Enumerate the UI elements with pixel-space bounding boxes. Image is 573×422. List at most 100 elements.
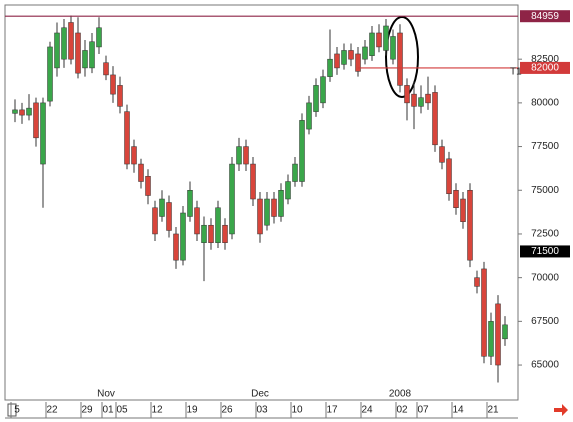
candle-body — [215, 207, 221, 243]
candle-body — [383, 25, 389, 51]
candle-body — [376, 32, 382, 48]
candle-body — [439, 146, 445, 163]
x-tick-label: 29 — [81, 405, 93, 416]
candle-body — [250, 163, 256, 200]
last-price-label: 71500 — [531, 246, 559, 257]
candle-body — [355, 53, 361, 72]
candle-body — [334, 53, 340, 69]
candle-body — [397, 32, 403, 86]
scroll-arrow[interactable] — [554, 404, 568, 416]
candle-body — [278, 190, 284, 217]
candle-body — [12, 109, 18, 114]
y-tick-label: 75000 — [531, 185, 559, 196]
candle-body — [320, 76, 326, 104]
candle-body — [488, 321, 494, 357]
period-label: Nov — [97, 389, 115, 400]
candle-body — [348, 50, 354, 60]
candle-body — [390, 36, 396, 60]
x-tick-label: 14 — [452, 405, 464, 416]
candle-body — [474, 277, 480, 287]
candle-body — [306, 102, 312, 130]
candle-body — [40, 102, 46, 165]
candle-body — [75, 32, 81, 74]
x-tick-label: 19 — [186, 405, 198, 416]
candle-body — [159, 198, 165, 217]
y-tick-label: 72500 — [531, 229, 559, 240]
candle-body — [257, 198, 263, 235]
candle-body — [418, 97, 424, 107]
y-tick-label: 80000 — [531, 98, 559, 109]
candle-body — [26, 107, 32, 116]
candle-body — [208, 224, 214, 243]
candle-body — [432, 92, 438, 146]
candle-body — [264, 198, 270, 226]
candle-body — [362, 46, 368, 60]
scroll-box[interactable] — [7, 403, 17, 417]
candle-body — [82, 50, 88, 69]
x-tick-label: 03 — [256, 405, 268, 416]
candle-body — [327, 58, 333, 77]
candle-body — [271, 198, 277, 217]
candle-body — [110, 74, 116, 95]
y-tick-label: 70000 — [531, 272, 559, 283]
candle-body — [460, 198, 466, 222]
candle-body — [173, 233, 179, 261]
level-label-box — [520, 10, 570, 23]
candle-body — [89, 41, 95, 69]
candle-body — [243, 146, 249, 165]
highlight-ellipse — [385, 16, 419, 98]
candle-body — [481, 268, 487, 357]
candle-body — [292, 163, 298, 182]
candle-body — [61, 27, 67, 60]
candle-body — [222, 224, 228, 243]
x-tick-label: 10 — [291, 405, 303, 416]
candle-body — [68, 22, 74, 60]
x-tick-label: 26 — [221, 405, 233, 416]
candle-body — [495, 303, 501, 366]
candle-body — [96, 27, 102, 48]
candle-body — [502, 324, 508, 340]
period-label: 2008 — [389, 389, 412, 400]
candle-body — [201, 224, 207, 243]
candle-body — [180, 212, 186, 261]
candle-body — [152, 207, 158, 235]
candle-body — [145, 176, 151, 196]
candle-body — [19, 109, 25, 116]
x-tick-label: 21 — [487, 405, 499, 416]
x-tick-label: 5 — [14, 405, 20, 416]
candle-body — [446, 158, 452, 195]
candle-body — [285, 181, 291, 200]
candle-body — [103, 62, 109, 76]
y-tick-label: 67500 — [531, 316, 559, 327]
candle-body — [313, 85, 319, 112]
candle-body — [166, 202, 172, 231]
y-tick-label: 77500 — [531, 141, 559, 152]
level-annotation: T1 — [510, 67, 522, 78]
candle-body — [404, 85, 410, 104]
candle-body — [138, 163, 144, 182]
candle-body — [47, 46, 53, 102]
level-label: 82000 — [531, 63, 559, 74]
candle-body — [131, 146, 137, 165]
level-label: 84959 — [531, 11, 559, 22]
candle-body — [453, 190, 459, 208]
x-tick-label: 01 — [102, 405, 114, 416]
candle-body — [117, 85, 123, 107]
candle-body — [425, 93, 431, 104]
candle-body — [299, 120, 305, 182]
x-tick-label: 02 — [396, 405, 408, 416]
candle-body — [33, 102, 39, 139]
candle-body — [236, 146, 242, 165]
candle-body — [341, 50, 347, 65]
candle-body — [194, 207, 200, 235]
x-tick-label: 05 — [116, 405, 128, 416]
candle-body — [187, 190, 193, 217]
x-tick-label: 17 — [326, 405, 338, 416]
x-tick-label: 07 — [417, 405, 429, 416]
candle-body — [124, 111, 130, 165]
candle-body — [411, 93, 417, 107]
period-label: Dec — [251, 389, 269, 400]
last-price-box — [520, 245, 570, 258]
x-tick-label: 24 — [361, 405, 373, 416]
